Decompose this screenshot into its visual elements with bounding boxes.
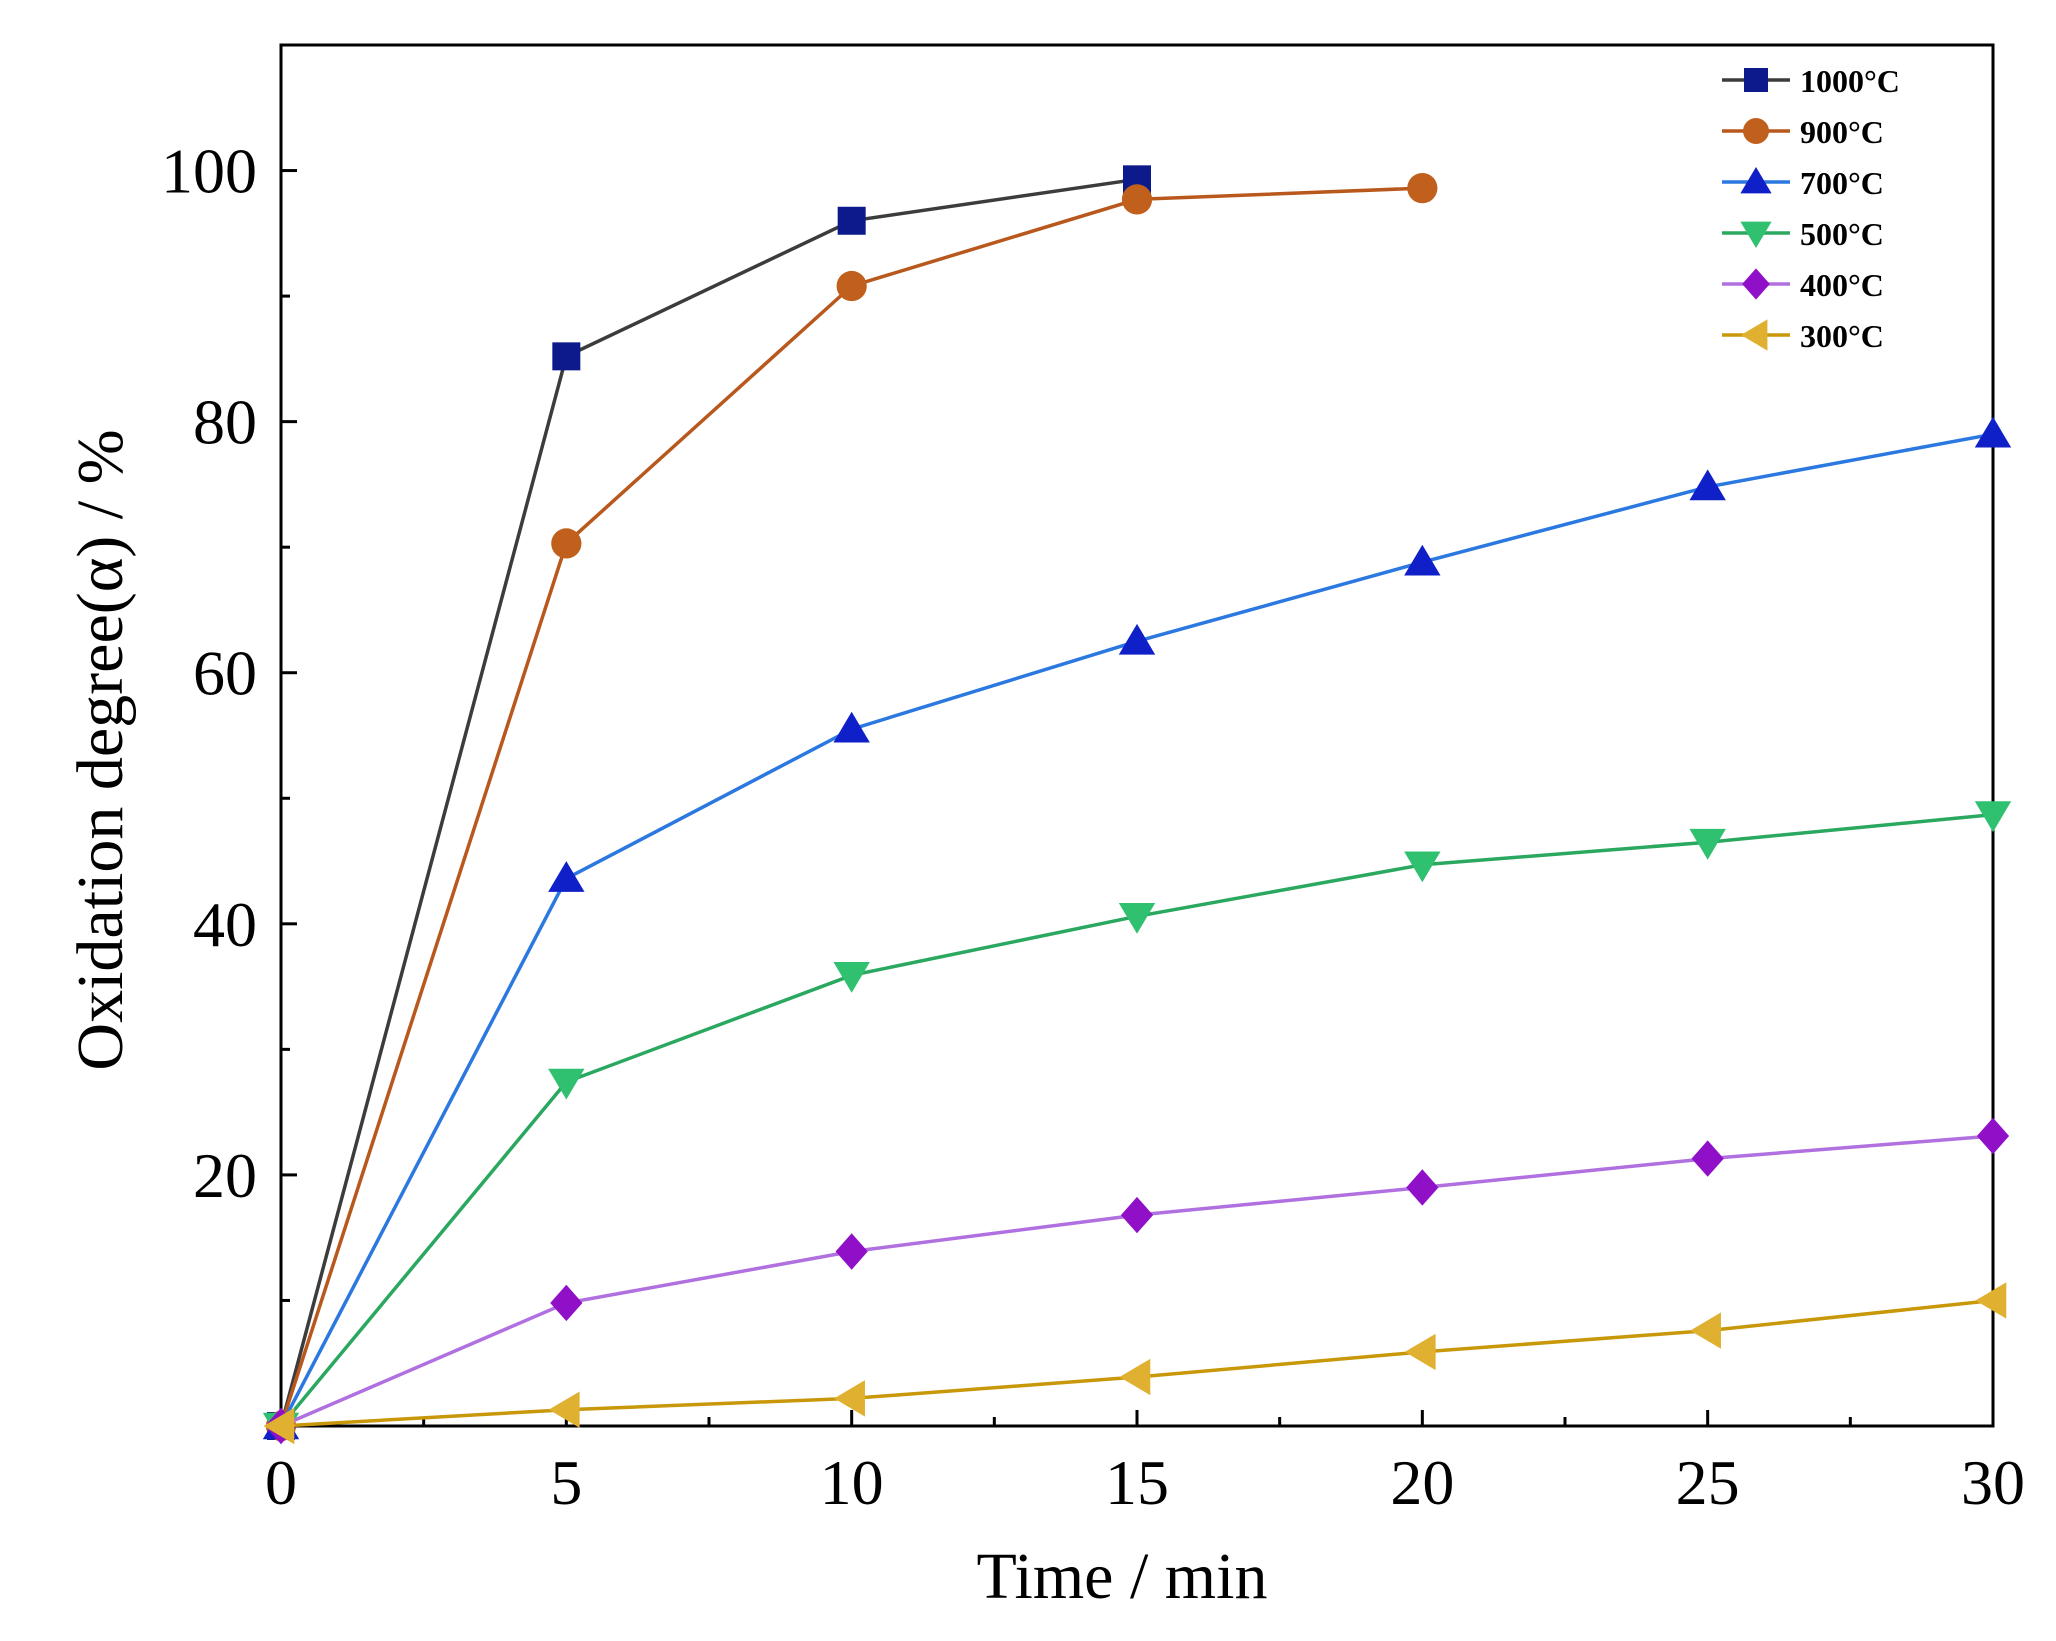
x-tick-label: 20	[1390, 1447, 1454, 1518]
legend-item: 700°C	[1722, 165, 1884, 201]
legend-marker	[1743, 118, 1769, 144]
legend-label: 900°C	[1800, 114, 1884, 150]
data-point	[551, 528, 582, 559]
axes: 0 5 10 15 20 25 30 20 40 60 80 100	[161, 43, 2025, 1518]
data-point	[1689, 469, 1726, 501]
series-line-1000c	[279, 177, 1138, 1427]
data-point	[1407, 173, 1438, 204]
legend-item: 300°C	[1722, 318, 1884, 354]
data-point	[1404, 544, 1441, 576]
data-point	[548, 1068, 585, 1100]
data-point	[1689, 828, 1726, 860]
data-point	[1976, 1117, 2010, 1155]
data-point	[1404, 851, 1441, 883]
legend-marker	[1741, 319, 1768, 351]
x-tick-label: 25	[1676, 1447, 1740, 1518]
legend-label: 300°C	[1800, 318, 1884, 354]
legend-label: 500°C	[1800, 216, 1884, 252]
y-tick-label: 40	[193, 889, 257, 960]
series-300c	[263, 1282, 2007, 1445]
series-line-300c	[280, 1298, 1994, 1428]
legend-label: 400°C	[1800, 267, 1884, 303]
data-point	[1406, 1169, 1439, 1206]
legend-item: 1000°C	[1722, 63, 1900, 99]
data-point	[1119, 1358, 1151, 1396]
data-point	[1120, 1196, 1154, 1234]
data-point	[263, 1407, 295, 1445]
legend-marker	[1740, 167, 1772, 194]
legend-marker	[1744, 68, 1768, 92]
y-axis-title: Oxidation degree(α) / %	[64, 429, 137, 1070]
data-point	[833, 961, 870, 993]
data-point	[834, 1380, 865, 1417]
y-tick-label: 80	[193, 387, 257, 458]
legend: 1000°C 900°C 700°C 500°C 400°C 300°C	[1722, 63, 1900, 354]
data-point	[1690, 1312, 1721, 1349]
legend-item: 500°C	[1722, 216, 1884, 252]
data-point	[1121, 184, 1153, 215]
x-tick-label: 15	[1105, 1447, 1169, 1518]
data-point	[835, 1233, 868, 1270]
x-tick-label: 30	[1961, 1447, 2025, 1518]
data-point	[1974, 801, 2012, 833]
series-400c	[264, 1117, 2010, 1445]
x-tick-label: 5	[550, 1447, 582, 1518]
data-point	[1118, 902, 1156, 934]
data-point	[1118, 623, 1156, 655]
data-point	[1974, 416, 2012, 448]
y-tick-label: 20	[193, 1140, 257, 1211]
x-tick-label: 0	[265, 1447, 297, 1518]
data-point	[552, 342, 581, 371]
series-500c	[262, 801, 2012, 1444]
legend-label: 700°C	[1800, 165, 1884, 201]
x-tick-label: 10	[820, 1447, 884, 1518]
legend-item: 900°C	[1722, 114, 1884, 150]
data-point	[1404, 1333, 1436, 1371]
series-layer	[262, 165, 2012, 1445]
y-tick-label: 60	[193, 638, 257, 709]
data-point	[1691, 1140, 1724, 1177]
legend-label: 1000°C	[1800, 63, 1900, 99]
data-point	[836, 270, 867, 302]
data-point	[548, 861, 585, 892]
y-tick-label: 100	[161, 136, 257, 207]
legend-marker	[1740, 221, 1772, 248]
data-point	[548, 1391, 580, 1428]
legend-marker	[1742, 268, 1770, 300]
data-point	[837, 206, 866, 235]
data-point	[833, 711, 870, 743]
data-point	[550, 1284, 583, 1322]
legend-item: 400°C	[1722, 267, 1884, 303]
x-axis-title: Time / min	[977, 1540, 1268, 1613]
data-point	[1975, 1282, 2007, 1319]
